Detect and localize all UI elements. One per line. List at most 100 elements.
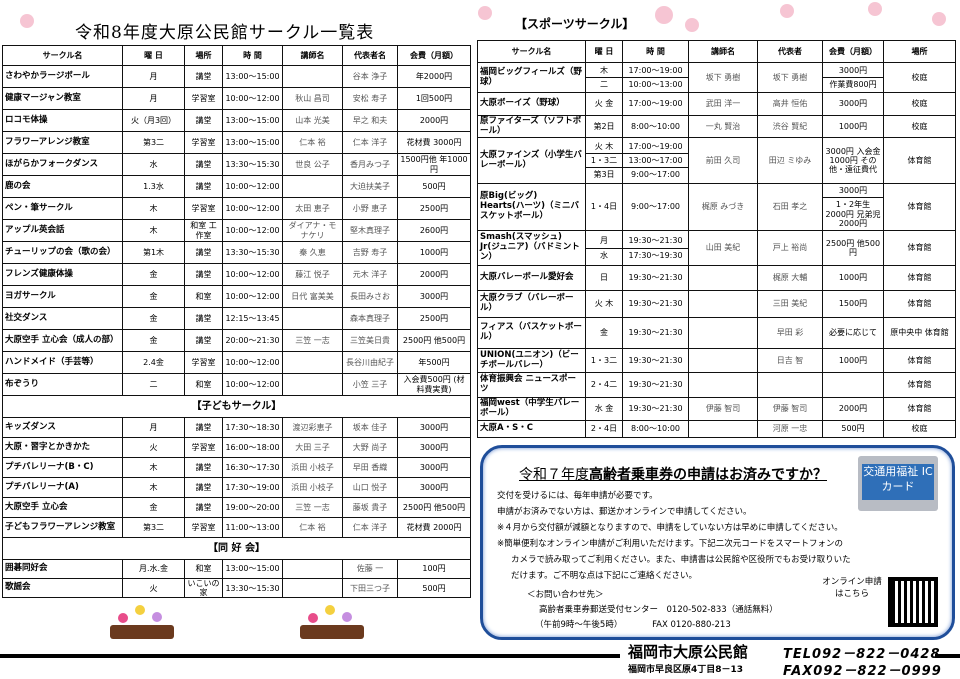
place: 学習室 <box>184 197 223 220</box>
instructor <box>282 559 343 579</box>
representative: 高井 恒佑 <box>757 92 823 116</box>
representative: 谷本 浄子 <box>342 65 398 88</box>
notice-line: 交付を受けるには、毎年申請が必要です。 <box>497 491 658 501</box>
time: 12:15～13:45 <box>222 307 283 330</box>
fee: 入会費500円 (材料費実費) <box>397 373 471 396</box>
place: 講堂 <box>184 241 223 264</box>
representative: 坂本 佳子 <box>342 417 398 438</box>
representative: 堅木真理子 <box>342 219 398 242</box>
circle-name: フィアス（バスケットボール） <box>477 317 586 349</box>
place: 和室 工作室 <box>184 219 223 242</box>
representative: 河原 一忠 <box>757 420 823 438</box>
instructor: 山本 光美 <box>282 109 343 132</box>
instructor <box>688 372 758 398</box>
time: 20:00～21:30 <box>222 329 283 352</box>
day: 金 <box>122 285 185 308</box>
day: 月 <box>122 417 185 438</box>
place: 講堂 <box>184 175 223 198</box>
table-row: 子どもフラワーアレンジ教室 第3二 学習室 11:00～13:00 仁本 裕仁本 洋子花… <box>2 517 471 538</box>
notice-line: ※４月から交付額が減額となりますので、申請をしていない方は早めに申請してください… <box>497 523 843 533</box>
day: 木 <box>122 219 185 242</box>
time: 19:00～20:00 <box>222 497 283 518</box>
place: 学習室 <box>184 131 223 154</box>
table-row: 体育振興会 ニュースポーツ 2・4二 19:30～21:30 体育館 <box>477 372 956 398</box>
table-row: ヨガサークル金和室 10:00～12:00 日代 富美美 長田みさお 3000円 <box>2 285 471 308</box>
time: 19:30～21:30 <box>622 397 689 421</box>
circle-name: フラワーアレンジ教室 <box>2 131 123 154</box>
instructor: ダイアナ・モナケリ <box>282 219 343 242</box>
representative: 渋谷 賢紀 <box>757 115 823 138</box>
time: 11:00～13:00 <box>222 517 283 538</box>
instructor: 坂下 勇樹 <box>688 62 758 93</box>
day-line: 1・3二 <box>586 152 622 167</box>
time-line: 8:00～10:00 <box>630 121 681 131</box>
instructor: 前田 久司 <box>688 137 758 184</box>
instructor: 梶原 みづき <box>688 183 758 231</box>
time: 13:30～15:30 <box>222 153 283 176</box>
time-line: 8:00～10:00 <box>630 424 681 434</box>
day: 1.3水 <box>122 175 185 198</box>
place: 講堂 <box>184 307 223 330</box>
day: 第1木 <box>122 241 185 264</box>
place: 和室 <box>184 285 223 308</box>
table-row: 大原・習字とかきかた火学習室 16:00～18:00 大田 三子 大野 尚子 3000円 <box>2 437 471 458</box>
blossom-icon <box>685 18 699 32</box>
table-row: 大原空手 立心会（成人の部）金講堂 20:00～21:30 三笠 一志 三笠美日貴 25… <box>2 329 471 352</box>
representative: 藤坂 貴子 <box>342 497 398 518</box>
time: 9:00～17:00 <box>622 183 689 231</box>
day: 火 木 1・3二 第3日 <box>585 137 623 184</box>
day: 金 <box>585 317 623 349</box>
fee: 500円 <box>397 175 471 198</box>
table-row: 社交ダンス金講堂 12:15～13:45 森本真理子 2500円 <box>2 307 471 330</box>
day-line: 二 <box>586 77 622 91</box>
instructor <box>282 577 343 599</box>
section-title: 【同 好 会】 <box>2 537 471 560</box>
table-row: 福岡west（中学生バレーボール） 水 金 19:30～21:30 伊藤 智司 伊藤 智… <box>477 397 956 421</box>
day: 第2日 <box>585 115 623 138</box>
instructor: 山田 美紀 <box>688 230 758 266</box>
fee: 花材費 3000円 <box>397 131 471 154</box>
place: 体育館 <box>883 137 956 184</box>
day: 第3二 <box>122 517 185 538</box>
fee-line: 3000円 <box>838 99 868 109</box>
day: 2・4日 <box>585 420 623 438</box>
fee-line: 3000円 <box>838 65 868 75</box>
place: 原中央中 体育館 <box>883 317 956 349</box>
fee-line: 3000円 <box>838 186 868 196</box>
place: 講堂 <box>184 65 223 88</box>
fee-line: 2500円 他500円 <box>825 238 881 257</box>
sports-table: サークル名曜 日時 間講師名 代表者 会費（月額） 場所 福岡ビッグフィールズ（野球）木… <box>477 40 956 438</box>
representative: 早田 香織 <box>342 457 398 478</box>
fee: 500円 <box>822 420 884 438</box>
fee: 2000円 <box>397 109 471 132</box>
table-row: 大原バレーボール愛好会 日 19:30～21:30 梶原 大輔 1000円 体育館 <box>477 265 956 291</box>
table-row: UNION(ユニオン)（ビーチボールバレー） 1・3二 19:30～21:30 日吉 … <box>477 348 956 373</box>
place: 学習室 <box>184 87 223 110</box>
flower-icon <box>342 612 352 622</box>
fee: 2600円 <box>397 219 471 242</box>
day-line: 2・4日 <box>590 424 618 434</box>
place: 講堂 <box>184 497 223 518</box>
day: 金 <box>122 329 185 352</box>
fee: 3000円 <box>397 417 471 438</box>
instructor <box>688 317 758 349</box>
time: 13:00～15:00 <box>222 109 283 132</box>
representative: 日吉 智 <box>757 348 823 373</box>
instructor: 太田 恵子 <box>282 197 343 220</box>
footer-divider <box>935 654 960 658</box>
table-row: 原ファイターズ（ソフトボール） 第2日 8:00～10:00 一丸 賢治 渋谷 賢紀 10… <box>477 115 956 138</box>
circle-name: 大原クラブ（バレーボール） <box>477 290 586 318</box>
qr-code-icon[interactable] <box>888 577 938 627</box>
fee-line: 1・2年生 2000円 兄弟児2000円 <box>823 197 883 230</box>
header-day: 曜 日 <box>122 45 185 66</box>
time: 17:00～19:00 <box>622 92 689 116</box>
day: 火 <box>122 437 185 458</box>
footer-divider <box>0 654 620 658</box>
day: 水 金 <box>585 397 623 421</box>
header-time: 時 間 <box>622 40 689 63</box>
table-row: ほがらかフォークダンス水講堂 13:30～15:30 世良 公子 香月みつ子 1500円… <box>2 153 471 176</box>
instructor <box>282 65 343 88</box>
day: 木 <box>122 197 185 220</box>
place: 和室 <box>184 373 223 396</box>
circle-name: 体育振興会 ニュースポーツ <box>477 372 586 398</box>
